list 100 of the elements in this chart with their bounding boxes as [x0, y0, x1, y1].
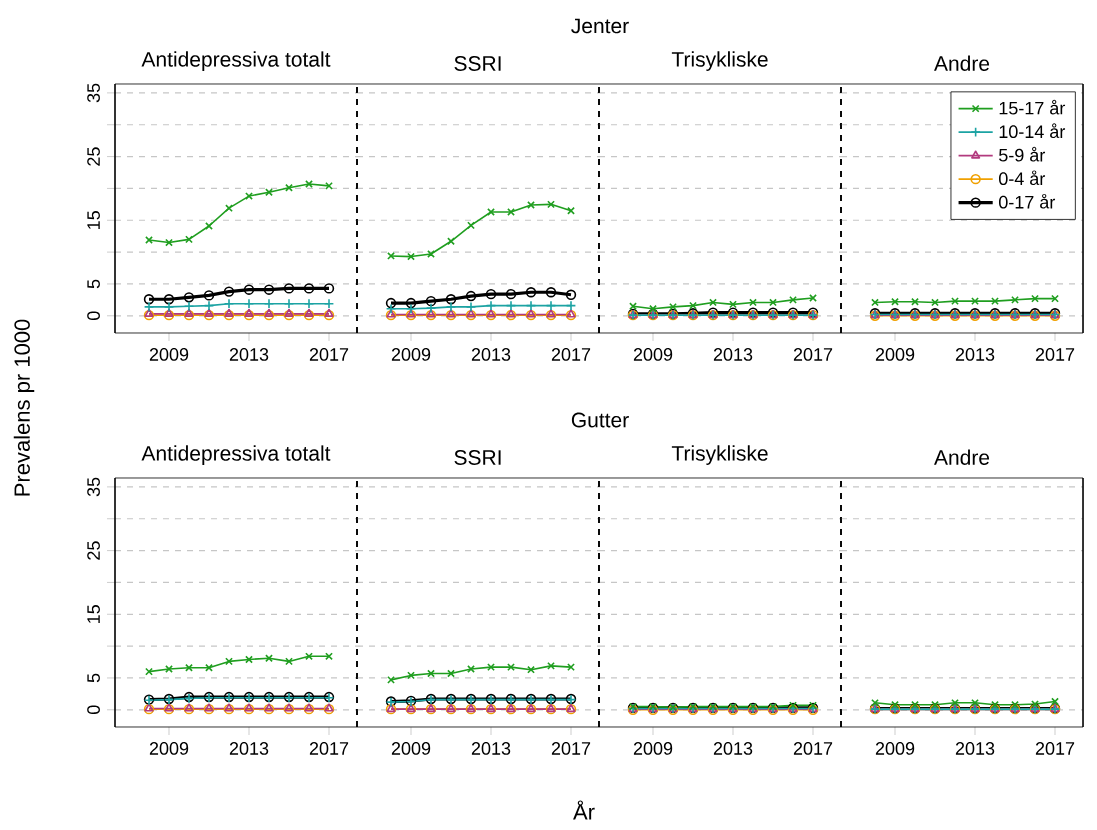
- x-tick-label: 2013: [471, 348, 511, 361]
- point: [143, 294, 155, 305]
- x-tick-label: 2013: [229, 742, 269, 755]
- point: [203, 309, 215, 321]
- chart-title: Antidepressiva totalt: [141, 51, 331, 71]
- y-tick-label: 0: [87, 705, 100, 715]
- point: [669, 302, 677, 311]
- point: [485, 288, 497, 300]
- point: [505, 288, 517, 300]
- point: [305, 180, 313, 188]
- legend-label: 0-4 år: [999, 170, 1046, 186]
- point: [163, 294, 175, 305]
- point: [525, 287, 537, 298]
- point: [143, 301, 155, 313]
- x-tick-label: 2017: [309, 742, 349, 755]
- y-tick-label: 25: [87, 541, 100, 560]
- legend-label: 5-9 år: [999, 146, 1046, 162]
- y-axis-title: Prevalens pr 1000: [13, 319, 35, 496]
- point: [323, 309, 335, 321]
- x-tick-label: 2013: [955, 348, 995, 361]
- x-tick-label: 2017: [793, 348, 833, 361]
- point: [184, 308, 194, 317]
- point: [145, 236, 153, 244]
- point: [325, 181, 333, 190]
- point: [263, 284, 275, 295]
- point: [205, 222, 213, 230]
- point: [425, 295, 437, 307]
- x-tick-label: 2009: [391, 742, 431, 755]
- chart-title: Andre: [934, 55, 990, 71]
- point: [445, 301, 457, 313]
- y-tick-label: 0: [87, 311, 100, 321]
- y-tick-label: 5: [87, 673, 100, 683]
- x-tick-label: 2009: [391, 348, 431, 361]
- point: [385, 303, 397, 314]
- point: [243, 284, 255, 295]
- point: [264, 308, 274, 317]
- point: [303, 309, 315, 321]
- point: [465, 301, 477, 313]
- point: [565, 289, 577, 300]
- point: [487, 663, 495, 672]
- point: [263, 309, 275, 321]
- point: [143, 309, 155, 321]
- chart-title: SSRI: [454, 450, 501, 465]
- y-tick-label: 15: [87, 211, 100, 229]
- point: [164, 308, 174, 317]
- point: [467, 665, 475, 673]
- x-tick-label: 2009: [875, 348, 915, 361]
- x-tick-label: 2017: [309, 348, 349, 361]
- point: [283, 309, 295, 321]
- x-tick-label: 2017: [1035, 742, 1075, 755]
- chart-title: Trisykliske: [671, 51, 768, 71]
- point: [427, 250, 435, 258]
- point: [425, 302, 437, 314]
- x-tick-label: 2009: [149, 742, 189, 755]
- y-tick-label: 35: [87, 477, 100, 497]
- point: [507, 663, 515, 672]
- point: [507, 208, 515, 216]
- point: [1031, 700, 1039, 708]
- point: [144, 308, 154, 317]
- x-tick-label: 2013: [713, 348, 753, 361]
- chart-title: SSRI: [454, 56, 501, 71]
- point: [405, 297, 417, 309]
- point: [527, 201, 535, 209]
- point: [445, 294, 457, 305]
- point: [323, 283, 335, 294]
- legend-label: 15-17 år: [999, 99, 1066, 115]
- point: [545, 287, 557, 298]
- point: [405, 303, 417, 314]
- point: [183, 301, 195, 312]
- point: [163, 301, 175, 313]
- x-tick-label: 2017: [793, 742, 833, 755]
- chart-title: Trisykliske: [671, 445, 768, 465]
- point: [204, 308, 214, 317]
- chart-title: Andre: [934, 449, 990, 465]
- point: [244, 308, 254, 317]
- point: [183, 292, 195, 303]
- x-tick-label: 2009: [875, 742, 915, 755]
- text: Jenter: [571, 18, 629, 34]
- point: [809, 294, 817, 302]
- y-tick-label: 15: [87, 605, 100, 623]
- point: [183, 309, 195, 321]
- point: [243, 309, 255, 321]
- text: Gutter: [571, 412, 629, 428]
- x-tick-label: 2013: [713, 742, 753, 755]
- point: [385, 297, 397, 309]
- point: [283, 283, 295, 294]
- x-tick-label: 2013: [471, 742, 511, 755]
- point: [387, 252, 395, 260]
- x-tick-label: 2009: [633, 742, 673, 755]
- point: [163, 309, 175, 321]
- x-tick-label: 2009: [149, 348, 189, 361]
- point: [223, 309, 235, 321]
- point: [465, 290, 477, 302]
- legend-label: 0-17 år: [999, 193, 1056, 209]
- point: [203, 290, 215, 301]
- point: [245, 192, 253, 200]
- x-axis-title: År: [573, 800, 595, 820]
- point: [224, 308, 234, 317]
- x-tick-label: 2013: [229, 348, 269, 361]
- x-tick-label: 2009: [633, 348, 673, 361]
